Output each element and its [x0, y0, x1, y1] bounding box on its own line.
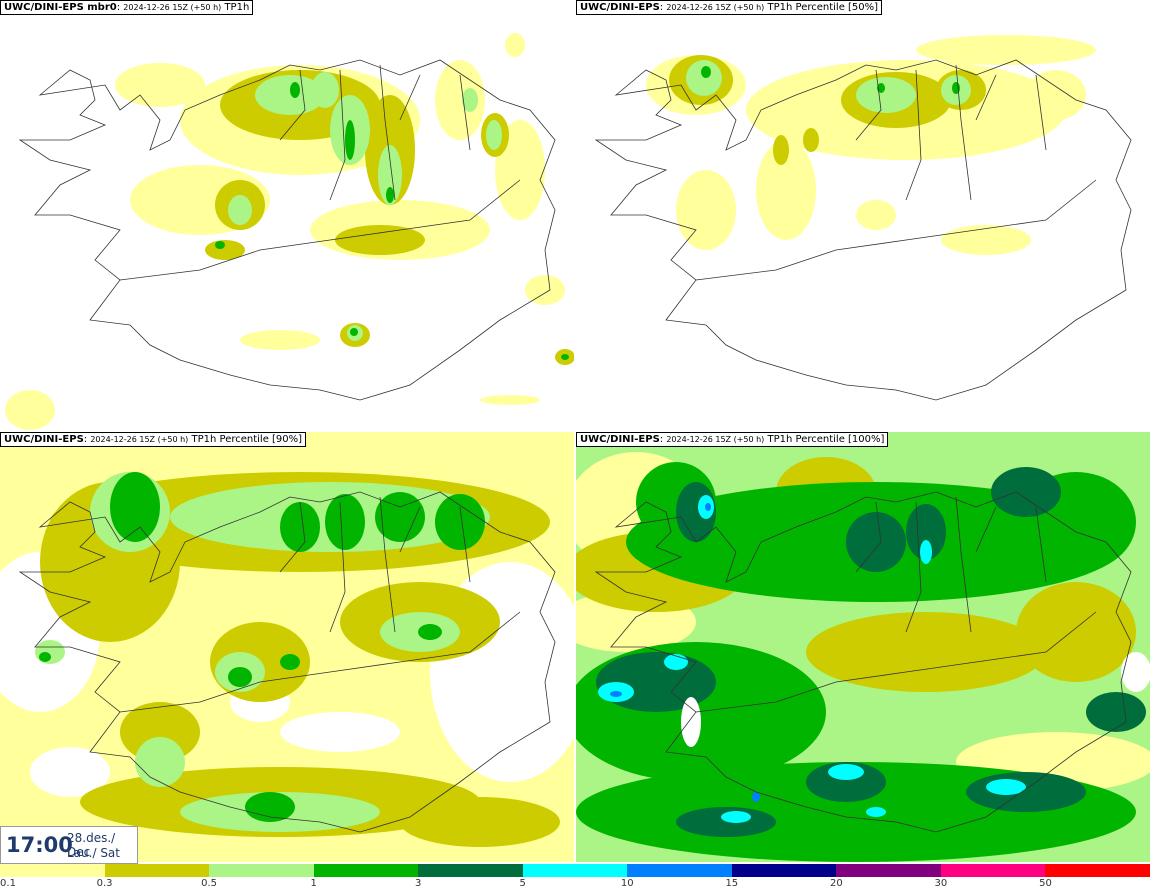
legend-swatch	[104, 864, 210, 877]
legend-swatch	[522, 864, 628, 877]
panel-meta: 2024-12-26 15Z (+50 h)	[666, 435, 765, 444]
legend-swatch	[836, 864, 941, 877]
panel-meta: 2024-12-26 15Z (+50 h)	[666, 3, 765, 12]
valid-time: 17:00	[6, 833, 73, 857]
legend-swatch	[209, 864, 314, 877]
panel-title-mbr0: UWC/DINI-EPS mbr0: 2024-12-26 15Z (+50 h…	[0, 0, 254, 15]
legend-tick-label: 10	[620, 878, 634, 889]
legend-tick-label: 3	[414, 878, 422, 889]
panel-model: UWC/DINI-EPS	[580, 434, 660, 445]
valid-date: 28.des./ Dec	[67, 831, 116, 859]
legend-tick-label: 5	[519, 878, 526, 889]
legend-tick-label: 0.5	[201, 878, 218, 889]
legend-tick-label: 50	[1039, 878, 1052, 889]
panel-title-p100: UWC/DINI-EPS: 2024-12-26 15Z (+50 h) TP1…	[576, 432, 889, 447]
panel-field: TP1h Percentile [50%]	[767, 2, 879, 13]
valid-day: Lau./ Sat	[67, 846, 120, 860]
legend-tick-label: 30	[934, 878, 948, 889]
legend-swatch	[940, 864, 1046, 877]
panel-p90: UWC/DINI-EPS: 2024-12-26 15Z (+50 h) TP1…	[0, 432, 574, 862]
panel-p100: UWC/DINI-EPS: 2024-12-26 15Z (+50 h) TP1…	[576, 432, 1150, 862]
panel-field: TP1h Percentile [100%]	[767, 434, 885, 445]
legend-swatch	[313, 864, 419, 877]
panel-model: UWC/DINI-EPS	[580, 2, 660, 13]
panel-title-p50: UWC/DINI-EPS: 2024-12-26 15Z (+50 h) TP1…	[576, 0, 883, 15]
legend-swatch	[0, 864, 105, 877]
panel-title-p90: UWC/DINI-EPS: 2024-12-26 15Z (+50 h) TP1…	[0, 432, 307, 447]
legend-swatch	[731, 864, 837, 877]
legend-tick-label: 15	[725, 878, 739, 889]
legend-tick-label: 0.3	[96, 878, 113, 889]
legend-tick-label: 20	[829, 878, 843, 889]
panel-meta: 2024-12-26 15Z (+50 h)	[90, 435, 189, 444]
legend-swatch	[418, 864, 523, 877]
panel-model: UWC/DINI-EPS mbr0	[4, 2, 117, 13]
legend-swatch	[1045, 864, 1150, 877]
panel-model: UWC/DINI-EPS	[4, 434, 84, 445]
color-legend: 0.1 0.3 0.5 1 3 5 10 15 20 30 50	[0, 864, 1150, 891]
panel-field: TP1h Percentile [90%]	[191, 434, 303, 445]
valid-time-box: 17:00 28.des./ Dec Lau./ Sat	[0, 826, 138, 864]
legend-tick-label: 1	[310, 878, 317, 889]
legend-tick-label: 0.1	[0, 878, 16, 889]
panel-meta: 2024-12-26 15Z (+50 h)	[123, 3, 222, 12]
legend-bar	[0, 864, 1150, 877]
legend-swatch	[627, 864, 732, 877]
panel-mbr0: UWC/DINI-EPS mbr0: 2024-12-26 15Z (+50 h…	[0, 0, 574, 430]
panel-p50: UWC/DINI-EPS: 2024-12-26 15Z (+50 h) TP1…	[576, 0, 1150, 430]
panel-field: TP1h	[224, 2, 250, 13]
